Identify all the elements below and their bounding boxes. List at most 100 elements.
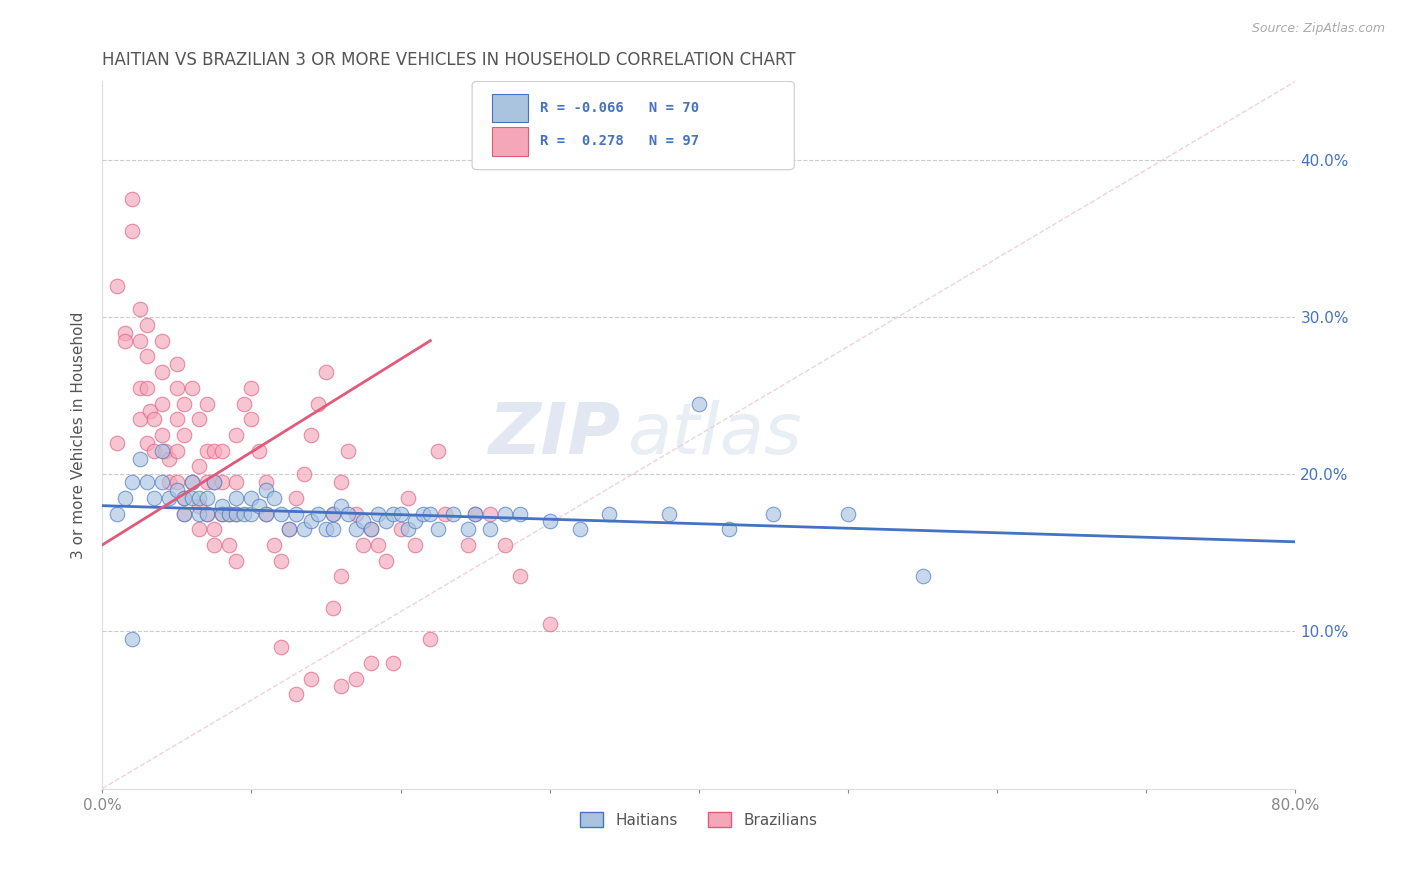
Point: [139, 404, 162, 418]
Point: [173, 396, 195, 410]
Point: [464, 507, 486, 521]
Point: [188, 412, 211, 426]
Point: [322, 522, 344, 536]
Point: [382, 656, 405, 670]
Point: [166, 475, 188, 489]
Point: [389, 507, 412, 521]
Point: [412, 507, 434, 521]
Point: [389, 522, 412, 536]
Point: [173, 507, 195, 521]
Point: [426, 443, 449, 458]
Point: [315, 365, 337, 379]
Point: [173, 491, 195, 505]
Point: [143, 412, 166, 426]
Point: [762, 507, 785, 521]
Point: [367, 538, 389, 552]
Point: [202, 522, 225, 536]
Point: [211, 475, 233, 489]
Point: [277, 522, 299, 536]
FancyBboxPatch shape: [492, 128, 529, 155]
Point: [374, 514, 396, 528]
Point: [121, 632, 143, 647]
Point: [128, 334, 150, 348]
Point: [263, 491, 285, 505]
Point: [195, 475, 218, 489]
Point: [426, 522, 449, 536]
Point: [105, 507, 128, 521]
Point: [360, 522, 382, 536]
Point: [202, 538, 225, 552]
Point: [344, 507, 367, 521]
Point: [509, 507, 531, 521]
Point: [329, 679, 352, 693]
Point: [352, 538, 374, 552]
Point: [128, 412, 150, 426]
Point: [150, 475, 173, 489]
Point: [150, 396, 173, 410]
Text: R =  0.278   N = 97: R = 0.278 N = 97: [540, 135, 699, 148]
Point: [121, 475, 143, 489]
Point: [292, 522, 315, 536]
Point: [240, 491, 263, 505]
Point: [143, 491, 166, 505]
Point: [322, 507, 344, 521]
Point: [441, 507, 464, 521]
Point: [136, 350, 159, 364]
Point: [337, 507, 360, 521]
Point: [240, 412, 263, 426]
Point: [188, 459, 211, 474]
Point: [121, 224, 143, 238]
Point: [225, 475, 247, 489]
Point: [911, 569, 934, 583]
Point: [837, 507, 859, 521]
Point: [285, 491, 308, 505]
Point: [299, 514, 322, 528]
Point: [211, 443, 233, 458]
Point: [157, 451, 180, 466]
Point: [285, 507, 308, 521]
Point: [180, 381, 202, 395]
Point: [173, 507, 195, 521]
Point: [218, 538, 240, 552]
Point: [419, 507, 441, 521]
Point: [136, 435, 159, 450]
Point: [188, 507, 211, 521]
Point: [367, 507, 389, 521]
Point: [247, 443, 270, 458]
Point: [315, 522, 337, 536]
Point: [598, 507, 620, 521]
Point: [277, 522, 299, 536]
Legend: Haitians, Brazilians: Haitians, Brazilians: [574, 805, 824, 834]
Point: [195, 443, 218, 458]
Point: [270, 507, 292, 521]
Point: [254, 475, 277, 489]
Point: [225, 507, 247, 521]
Point: [308, 507, 330, 521]
Point: [166, 443, 188, 458]
Point: [157, 475, 180, 489]
Point: [494, 538, 516, 552]
Text: HAITIAN VS BRAZILIAN 3 OR MORE VEHICLES IN HOUSEHOLD CORRELATION CHART: HAITIAN VS BRAZILIAN 3 OR MORE VEHICLES …: [103, 51, 796, 69]
Point: [329, 475, 352, 489]
Point: [188, 522, 211, 536]
Point: [254, 507, 277, 521]
Point: [360, 522, 382, 536]
FancyBboxPatch shape: [492, 94, 529, 122]
Point: [136, 475, 159, 489]
Point: [121, 192, 143, 206]
Point: [232, 396, 254, 410]
Point: [419, 632, 441, 647]
Point: [479, 522, 502, 536]
Point: [150, 443, 173, 458]
Point: [494, 507, 516, 521]
Point: [128, 451, 150, 466]
Point: [329, 499, 352, 513]
Point: [195, 507, 218, 521]
Point: [538, 616, 561, 631]
Point: [374, 554, 396, 568]
Point: [658, 507, 681, 521]
Point: [173, 491, 195, 505]
Point: [225, 491, 247, 505]
Y-axis label: 3 or more Vehicles in Household: 3 or more Vehicles in Household: [72, 311, 86, 558]
Point: [322, 600, 344, 615]
